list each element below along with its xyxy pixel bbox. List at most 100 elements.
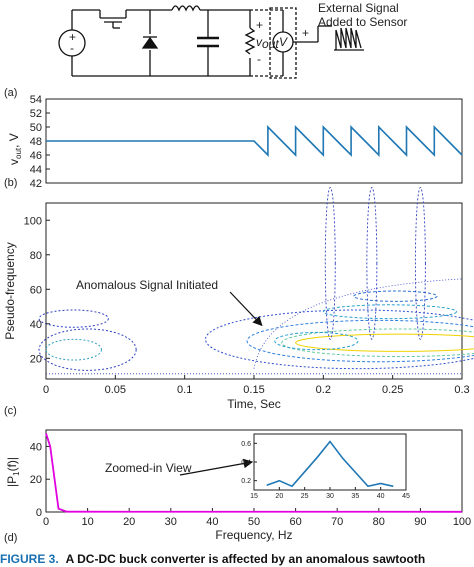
y-tick-label: 0 — [36, 507, 42, 519]
resistor-icon — [244, 27, 256, 55]
x-axis-label: Time, Sec — [227, 397, 281, 411]
x-tick-label: 0.1 — [177, 384, 192, 396]
inset-y-tick-label: 0.4 — [241, 460, 251, 467]
source-minus: - — [70, 41, 74, 55]
vout-plot: 42 44 46 48 50 52 54 vout, V — [7, 94, 463, 190]
y-tick-label: 20 — [30, 474, 42, 486]
inset-x-tick-label: 20 — [275, 493, 283, 500]
figure-caption: FIGURE 3. A DC-DC buck converter is affe… — [0, 552, 425, 566]
inset-y-tick-label: 0.6 — [241, 441, 251, 448]
scalogram-plot: 20 40 60 80 100 0 0.05 0.1 0.15 0.2 0.25 0.3 Time, S… — [3, 187, 474, 411]
sensor-box — [269, 7, 297, 79]
inset-x-tick-label: 15 — [250, 493, 258, 500]
y-tick-label: 40 — [30, 319, 42, 331]
x-tick-label: 30 — [165, 516, 177, 528]
x-tick-label: 0.25 — [382, 384, 403, 396]
sawtooth-icon — [335, 27, 362, 50]
y-tick-label: 48 — [30, 136, 42, 148]
x-tick-label: 0 — [43, 384, 49, 396]
y-axis-label: |P1(f)| — [5, 457, 21, 487]
panel-label-c: (c) — [4, 405, 17, 417]
capacitor-icon — [197, 36, 219, 48]
y-tick-label: 52 — [30, 108, 42, 120]
x-tick-label: 0.2 — [316, 384, 331, 396]
contour-envelope — [253, 278, 463, 369]
diode-icon — [141, 36, 159, 49]
contour-line — [38, 328, 137, 371]
x-tick-label: 70 — [331, 516, 343, 528]
y-tick-label: 20 — [30, 353, 42, 365]
fft-plot: 0 20 40 0 10 20 30 40 50 60 70 80 90 100 Frequency, Hz… — [5, 429, 471, 542]
y-axis-label: Pseudo-frequency — [3, 242, 17, 339]
x-tick-label: 40 — [206, 516, 218, 528]
x-tick-label: 80 — [373, 516, 385, 528]
inset-y-tick-label: 0.2 — [241, 478, 251, 485]
inset-x-tick-label: 30 — [326, 493, 334, 500]
annotation-arrow — [229, 291, 263, 327]
contour-line — [274, 331, 359, 351]
panel-label-a: (a) — [4, 87, 17, 99]
inset-spectrum-line — [266, 440, 394, 488]
y-axis-label-main: |P — [5, 476, 19, 487]
y-tick-label: 40 — [30, 441, 42, 453]
meter-label: V — [279, 35, 288, 49]
y-axis-label-unit: (f)| — [5, 457, 19, 471]
caption-text: A DC-DC buck converter is affected by an… — [66, 552, 426, 566]
inductor-icon — [171, 5, 201, 12]
x-tick-label: 90 — [414, 516, 426, 528]
x-tick-label: 0.05 — [105, 384, 126, 396]
x-tick-label: 10 — [81, 516, 93, 528]
y-axis-label-main: v — [7, 159, 21, 165]
contour-line — [246, 319, 474, 363]
vout-minus: - — [257, 52, 261, 66]
x-tick-label: 0.3 — [454, 384, 469, 396]
x-tick-label: 50 — [248, 516, 260, 528]
y-tick-label: 60 — [30, 284, 42, 296]
meter-plus: + — [302, 26, 309, 40]
x-tick-label: 0 — [43, 516, 49, 528]
annotation-text: Anomalous Signal Initiated — [76, 278, 218, 292]
y-tick-label: 44 — [30, 164, 42, 176]
vout-label: v — [256, 35, 263, 49]
contour-line — [295, 333, 474, 352]
circuit-schematic — [58, 5, 364, 79]
external-signal-line2: Added to Sensor — [318, 15, 407, 29]
x-tick-label: 100 — [453, 516, 471, 528]
y-axis-label-unit: , V — [7, 133, 21, 148]
y-tick-label: 42 — [30, 178, 42, 190]
vout-plus: + — [256, 18, 263, 32]
y-tick-label: 46 — [30, 150, 42, 162]
contour-lobe — [366, 187, 378, 340]
contour-line — [353, 290, 438, 302]
x-tick-label: 20 — [123, 516, 135, 528]
contour-lobe — [324, 187, 336, 340]
vout-sub: out — [262, 37, 279, 51]
contour-line — [322, 304, 457, 320]
vout-series-line — [46, 125, 463, 157]
contour-line — [38, 309, 109, 328]
inset-x-tick-label: 35 — [351, 493, 359, 500]
dc-source-icon — [58, 29, 86, 57]
external-signal-line1: External Signal — [318, 1, 399, 15]
spectrum-line — [45, 433, 463, 513]
contour-line — [281, 328, 474, 358]
contour-lobe — [414, 187, 426, 340]
x-axis-label: Frequency, Hz — [215, 528, 292, 542]
mosfet-icon — [99, 10, 127, 29]
caption-prefix: FIGURE 3. — [0, 552, 59, 566]
y-tick-label: 54 — [30, 94, 42, 106]
contour-line — [45, 338, 102, 361]
circuit-labels: + - + v out - V + External Signal Added … — [69, 1, 407, 66]
annotation-arrow — [179, 458, 254, 476]
y-tick-label: 50 — [30, 122, 42, 134]
y-tick-label: 100 — [24, 215, 42, 227]
source-plus: + — [69, 30, 76, 44]
y-axis-label: vout, V — [7, 133, 23, 165]
inset-x-tick-label: 45 — [402, 493, 410, 500]
annotation-text: Zoomed-in View — [105, 461, 192, 475]
x-tick-label: 60 — [289, 516, 301, 528]
x-tick-label: 0.15 — [243, 384, 264, 396]
y-axis-label-sub: out — [14, 147, 23, 159]
panel-label-d: (d) — [4, 532, 17, 544]
